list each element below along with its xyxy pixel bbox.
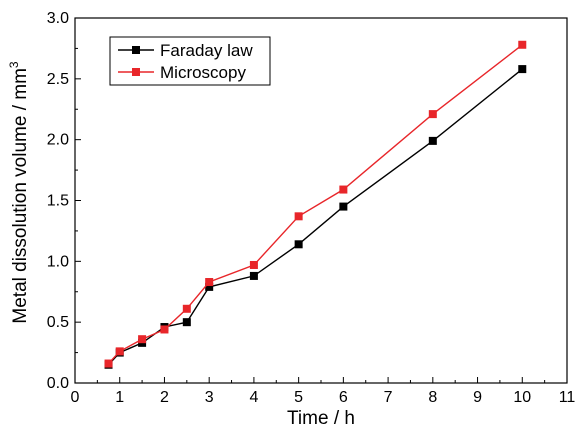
data-point-marker bbox=[205, 278, 214, 287]
y-tick-label: 2.5 bbox=[47, 71, 69, 88]
y-axis-title-text: Metal dissolution volume / mm bbox=[10, 68, 31, 324]
data-point-marker bbox=[428, 110, 437, 119]
data-point-marker bbox=[160, 325, 169, 334]
data-point-marker bbox=[294, 212, 303, 221]
data-point-marker bbox=[115, 347, 124, 356]
legend-label: Microscopy bbox=[160, 63, 246, 82]
y-tick-label: 0.0 bbox=[47, 375, 69, 392]
data-point-marker bbox=[339, 185, 348, 194]
data-point-marker bbox=[294, 240, 303, 249]
y-axis-title-superscript: 3 bbox=[7, 61, 21, 68]
series-line-1 bbox=[107, 44, 523, 364]
data-point-marker bbox=[138, 335, 147, 344]
data-point-marker bbox=[182, 318, 191, 327]
y-tick-label: 2.0 bbox=[47, 132, 69, 149]
x-tick-label: 9 bbox=[473, 389, 482, 406]
data-point-marker bbox=[104, 359, 113, 368]
data-point-marker bbox=[249, 271, 258, 280]
x-tick-label: 0 bbox=[71, 389, 80, 406]
x-tick-label: 11 bbox=[559, 389, 576, 406]
y-tick-label: 3.0 bbox=[47, 10, 69, 27]
x-tick-label: 3 bbox=[205, 389, 214, 406]
legend-box bbox=[109, 36, 271, 86]
x-axis: 0 1 2 3 4 5 6 7 8 9 10 11 bbox=[71, 377, 576, 406]
x-tick-label: 7 bbox=[384, 389, 393, 406]
y-tick-label: 1.0 bbox=[47, 253, 69, 270]
data-point-marker bbox=[182, 304, 191, 313]
x-tick-label: 4 bbox=[249, 389, 258, 406]
y-axis: 0.0 0.5 1.0 1.5 2.0 2.5 3.0 bbox=[47, 10, 81, 392]
legend-label: Faraday law bbox=[160, 41, 253, 60]
data-point-marker bbox=[518, 40, 527, 49]
y-axis-title: Metal dissolution volume / mm3 bbox=[7, 61, 31, 324]
x-tick-label: 10 bbox=[513, 389, 531, 406]
legend: Faraday law Microscopy bbox=[109, 36, 271, 86]
x-tick-label: 5 bbox=[294, 389, 303, 406]
legend-marker bbox=[132, 46, 140, 54]
legend-marker bbox=[132, 68, 140, 76]
x-tick-label: 6 bbox=[339, 389, 348, 406]
x-tick-label: 8 bbox=[428, 389, 437, 406]
data-point-marker bbox=[428, 136, 437, 145]
x-tick-label: 1 bbox=[115, 389, 124, 406]
data-point-marker bbox=[339, 202, 348, 211]
y-tick-label: 0.5 bbox=[47, 314, 69, 331]
x-axis-title: Time / h bbox=[287, 408, 355, 429]
x-tick-label: 2 bbox=[160, 389, 169, 406]
data-point-marker bbox=[518, 65, 527, 74]
series-layer bbox=[104, 40, 527, 369]
series-line-0 bbox=[107, 68, 523, 366]
data-point-marker bbox=[205, 282, 214, 291]
data-point-marker bbox=[249, 260, 258, 269]
y-tick-label: 1.5 bbox=[47, 193, 69, 210]
